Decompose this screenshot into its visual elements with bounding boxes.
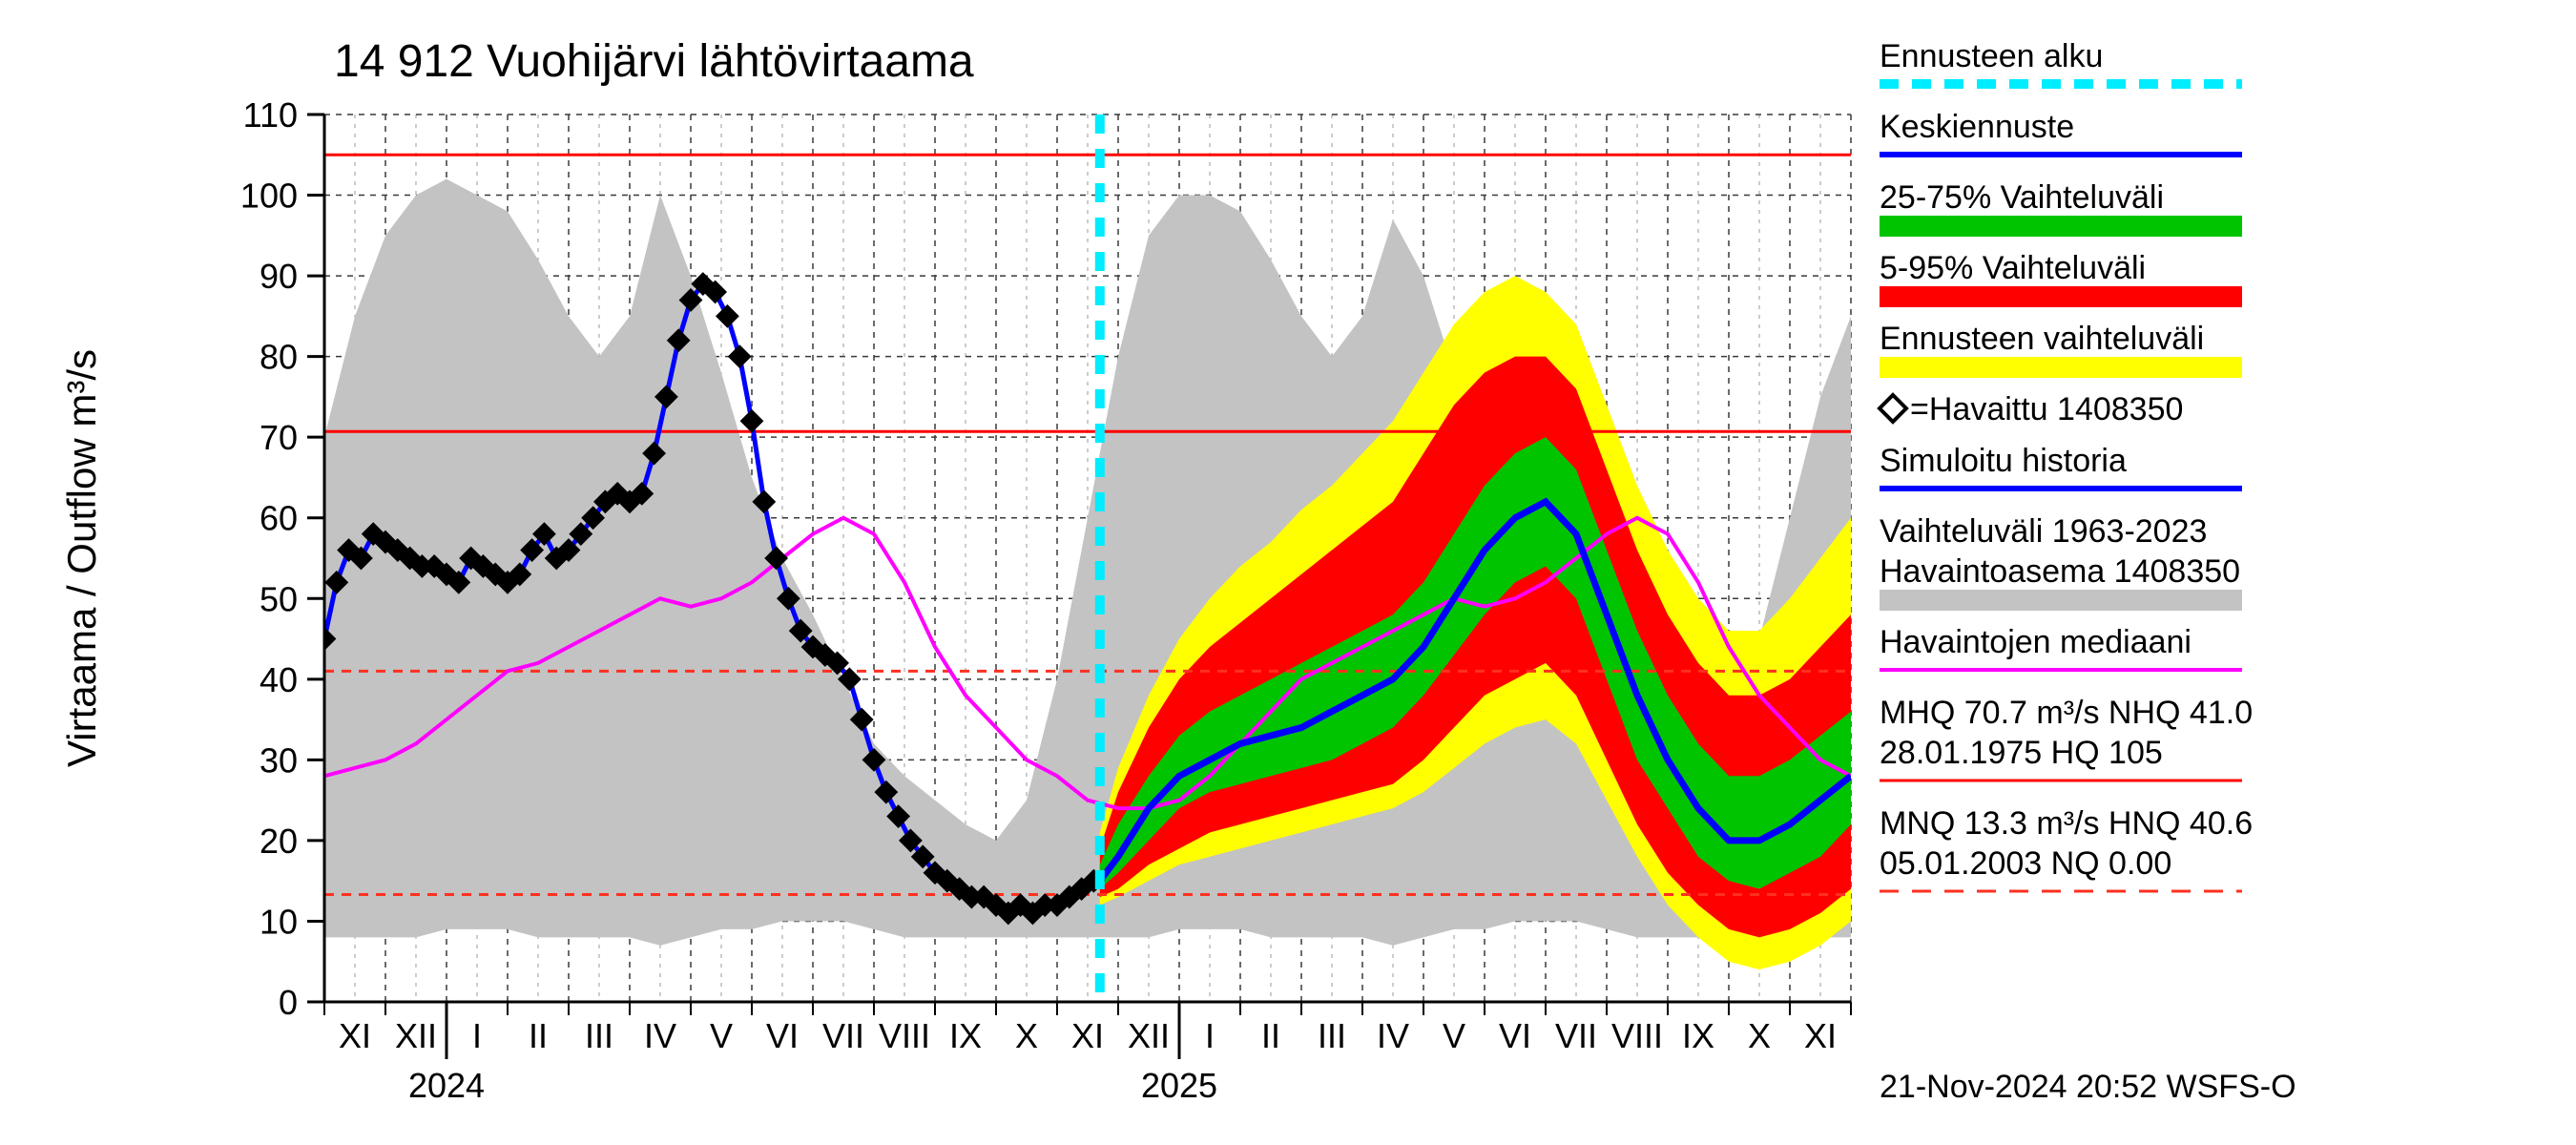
month-label: V: [710, 1016, 733, 1055]
month-label: X: [1748, 1016, 1771, 1055]
legend-box-swatch: [1880, 590, 2242, 611]
ytick-label: 20: [260, 822, 298, 861]
ytick-label: 10: [260, 902, 298, 941]
month-label: IV: [1377, 1016, 1409, 1055]
ytick-label: 50: [260, 579, 298, 618]
ytick-label: 60: [260, 499, 298, 538]
chart-footer: 21-Nov-2024 20:52 WSFS-O: [1880, 1069, 2296, 1105]
legend-label: MNQ 13.3 m³/s HNQ 40.6: [1880, 805, 2253, 842]
month-label: I: [1205, 1016, 1215, 1055]
ytick-label: 100: [240, 177, 298, 216]
legend-label: Keskiennuste: [1880, 109, 2074, 145]
month-label: VI: [766, 1016, 799, 1055]
hydrograph-chart: 0102030405060708090100110XIXIIIIIIIIIVVV…: [0, 0, 2576, 1145]
ytick-label: 110: [243, 95, 298, 135]
year-label: 2025: [1141, 1066, 1217, 1105]
ytick-label: 0: [279, 983, 298, 1022]
month-label: II: [529, 1016, 548, 1055]
month-label: XII: [1128, 1016, 1170, 1055]
legend-label: Ennusteen vaihteluväli: [1880, 321, 2204, 357]
month-label: II: [1261, 1016, 1280, 1055]
legend-label: =Havaittu 1408350: [1910, 391, 2183, 427]
legend-label: 05.01.2003 NQ 0.00: [1880, 845, 2171, 882]
month-label: X: [1015, 1016, 1038, 1055]
year-label: 2024: [408, 1066, 485, 1105]
month-label: V: [1443, 1016, 1465, 1055]
month-label: IV: [644, 1016, 676, 1055]
legend-label: 25-75% Vaihteluväli: [1880, 179, 2164, 216]
chart-title: 14 912 Vuohijärvi lähtövirtaama: [334, 36, 974, 87]
month-label: IX: [1682, 1016, 1714, 1055]
legend-label: 28.01.1975 HQ 105: [1880, 735, 2163, 771]
month-label: III: [1318, 1016, 1346, 1055]
legend-label: Simuloitu historia: [1880, 443, 2127, 479]
month-label: III: [585, 1016, 613, 1055]
legend-label: Vaihteluväli 1963-2023: [1880, 513, 2207, 550]
ytick-label: 70: [260, 418, 298, 457]
y-axis-label: Virtaama / Outflow m³/s: [59, 349, 104, 767]
legend-label: Havaintoasema 1408350: [1880, 553, 2240, 590]
legend-label: MHQ 70.7 m³/s NHQ 41.0: [1880, 695, 2253, 731]
month-label: IX: [949, 1016, 982, 1055]
legend-box-swatch: [1880, 357, 2242, 378]
legend-box-swatch: [1880, 216, 2242, 237]
month-label: VII: [1555, 1016, 1597, 1055]
ytick-label: 30: [260, 740, 298, 780]
month-label: XI: [339, 1016, 371, 1055]
month-label: VIII: [879, 1016, 930, 1055]
legend-box-swatch: [1880, 286, 2242, 307]
month-label: XI: [1071, 1016, 1104, 1055]
legend-label: Ennusteen alku: [1880, 38, 2103, 74]
legend-label: Havaintojen mediaani: [1880, 624, 2192, 660]
ytick-label: 80: [260, 338, 298, 377]
month-label: VIII: [1611, 1016, 1663, 1055]
ytick-label: 90: [260, 257, 298, 296]
ytick-label: 40: [260, 660, 298, 699]
month-label: VI: [1499, 1016, 1531, 1055]
month-label: VII: [822, 1016, 864, 1055]
month-label: XII: [395, 1016, 437, 1055]
month-label: XI: [1804, 1016, 1837, 1055]
month-label: I: [472, 1016, 482, 1055]
legend-label: 5-95% Vaihteluväli: [1880, 250, 2146, 286]
